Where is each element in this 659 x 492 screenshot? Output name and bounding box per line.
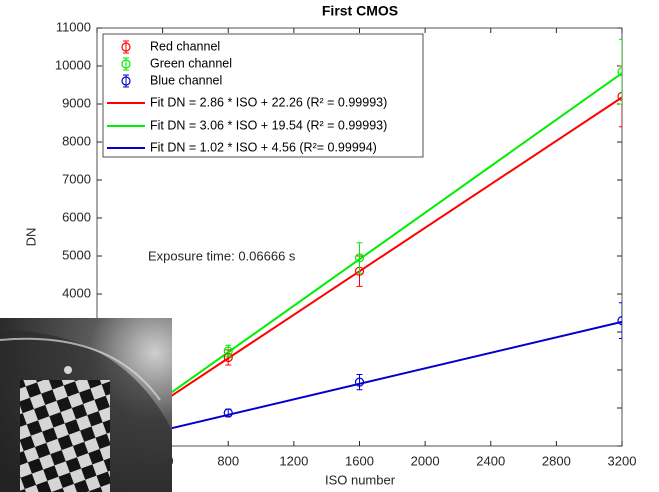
marks [97, 38, 622, 446]
legend-label: Fit DN = 2.86 * ISO + 22.26 (R² = 0.9999… [150, 95, 387, 109]
data-point [223, 346, 233, 356]
data-point [223, 408, 233, 418]
annotation: Exposure time: 0.06666 s [148, 248, 296, 263]
x-tick-label: 3200 [608, 453, 637, 468]
error-bar [619, 65, 622, 128]
y-tick-label: 11000 [56, 19, 91, 34]
legend-swatch [121, 42, 131, 52]
data-point [617, 316, 622, 326]
legend-swatch [121, 76, 131, 86]
legend-label: Green channel [150, 56, 232, 70]
legend-box [102, 33, 424, 158]
y-tick-label: 8000 [62, 133, 91, 148]
legend-label: Blue channel [150, 73, 222, 87]
x-tick-label: 2800 [542, 453, 571, 468]
chart-title: First CMOS [322, 3, 398, 19]
legend-label: Red channel [150, 39, 220, 53]
legend-label: Fit DN = 1.02 * ISO + 4.56 (R²= 0.99994) [150, 140, 377, 154]
y-tick-label: 6000 [62, 209, 91, 224]
error-bar [619, 302, 622, 339]
legend: Red channel Green channel Blue channel Fit … [102, 33, 424, 158]
legend-label: Fit DN = 3.06 * ISO + 19.54 (R² = 0.9999… [150, 118, 387, 132]
x-tick-label: 1600 [345, 453, 374, 468]
error-bar [619, 38, 622, 105]
y-tick-label: 5000 [62, 247, 91, 262]
y-axis-label: DN [23, 228, 38, 247]
y-tick-label: 7000 [62, 171, 91, 186]
error-bar [356, 242, 363, 274]
inset-photo [0, 318, 172, 492]
y-tick-label: 4000 [62, 285, 91, 300]
x-tick-label: 2400 [476, 453, 505, 468]
data-point [617, 67, 622, 77]
data-point [617, 91, 622, 101]
y-tick-label: 10000 [55, 57, 91, 72]
y-tick-label: 9000 [62, 95, 91, 110]
data-point [354, 253, 365, 263]
x-tick-label: 800 [217, 453, 239, 468]
error-bar [356, 374, 363, 391]
x-axis-label: ISO number [325, 472, 396, 487]
x-tick-label: 1200 [279, 453, 308, 468]
data-point [354, 377, 365, 387]
x-tick-label: 2000 [411, 453, 440, 468]
legend-swatch [121, 59, 131, 69]
